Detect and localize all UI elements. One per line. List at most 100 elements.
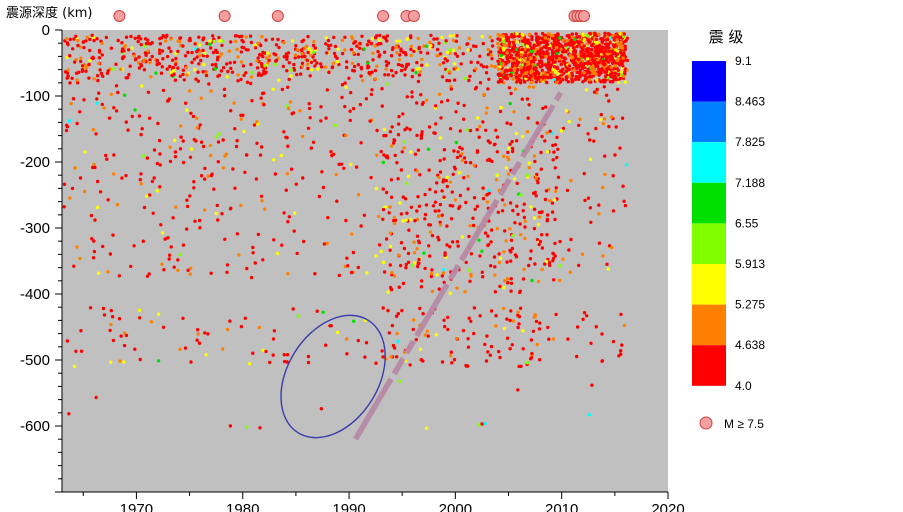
earthquake-point [92, 77, 96, 81]
earthquake-point [93, 218, 97, 222]
earthquake-point [413, 219, 417, 223]
earthquake-point [452, 48, 456, 52]
earthquake-point [513, 87, 518, 91]
earthquake-point [203, 166, 207, 171]
earthquake-point [114, 84, 119, 88]
earthquake-point [425, 63, 429, 67]
earthquake-point [578, 74, 582, 79]
earthquake-point [404, 218, 408, 222]
earthquake-point [351, 106, 356, 111]
earthquake-point [274, 58, 279, 63]
earthquake-point [589, 80, 593, 84]
earthquake-point [178, 36, 182, 40]
earthquake-point [541, 31, 545, 36]
earthquake-point [124, 76, 128, 80]
earthquake-point [611, 174, 615, 178]
legend-color-swatch [692, 182, 726, 224]
earthquake-point [95, 97, 99, 101]
earthquake-point [550, 51, 555, 55]
earthquake-point [615, 58, 620, 63]
earthquake-point [620, 116, 625, 120]
earthquake-point [434, 333, 438, 337]
earthquake-point [485, 106, 489, 110]
earthquake-point [508, 227, 512, 231]
earthquake-point [399, 168, 404, 172]
earthquake-point [138, 178, 142, 182]
earthquake-point [289, 68, 294, 72]
earthquake-point [466, 174, 470, 178]
earthquake-point [265, 51, 270, 55]
earthquake-point [511, 149, 515, 154]
earthquake-point [573, 54, 578, 58]
earthquake-point [480, 34, 484, 39]
earthquake-point [64, 37, 69, 41]
earthquake-point [178, 253, 182, 257]
earthquake-point [232, 60, 237, 64]
earthquake-point [586, 38, 591, 43]
earthquake-point [273, 62, 277, 67]
earthquake-point [167, 46, 171, 50]
y-tick-label: -400 [20, 286, 50, 303]
earthquake-point [71, 97, 76, 101]
earthquake-point [156, 121, 160, 126]
earthquake-point [145, 194, 149, 198]
earthquake-point [515, 139, 519, 143]
earthquake-point [592, 68, 597, 72]
earthquake-point [529, 249, 533, 253]
earthquake-point [577, 42, 581, 46]
earthquake-point [442, 148, 447, 152]
legend-boundary-label: 8.463 [735, 95, 765, 109]
earthquake-point [215, 203, 219, 208]
earthquake-point [601, 61, 605, 65]
earthquake-point [448, 48, 452, 52]
earthquake-point [122, 343, 127, 348]
earthquake-point [137, 114, 142, 118]
earthquake-point [489, 228, 494, 232]
earthquake-point [343, 48, 347, 52]
earthquake-point [126, 128, 130, 132]
earthquake-point [622, 199, 626, 203]
earthquake-point [561, 50, 565, 54]
earthquake-point [467, 234, 471, 239]
earthquake-point [481, 186, 485, 190]
earthquake-point [543, 197, 548, 202]
earthquake-point [356, 338, 360, 343]
earthquake-point [509, 74, 513, 78]
earthquake-point [160, 231, 165, 235]
earthquake-point [370, 36, 375, 41]
earthquake-point [85, 35, 89, 39]
earthquake-point [267, 54, 272, 58]
earthquake-point [337, 62, 341, 67]
earthquake-point [414, 71, 418, 75]
earthquake-point [285, 353, 290, 357]
earthquake-point [219, 52, 224, 56]
earthquake-point [305, 58, 310, 63]
earthquake-point [325, 241, 329, 246]
earthquake-point [564, 42, 568, 47]
earthquake-point [444, 39, 448, 43]
earthquake-point [239, 117, 243, 121]
earthquake-point [495, 227, 499, 231]
earthquake-point [391, 343, 396, 348]
earthquake-point [429, 274, 434, 279]
earthquake-point [413, 152, 418, 156]
earthquake-point [521, 277, 526, 281]
earthquake-point [555, 46, 559, 50]
earthquake-point [307, 102, 311, 106]
earthquake-point [498, 355, 502, 360]
earthquake-point [548, 199, 552, 203]
earthquake-point [540, 134, 544, 139]
earthquake-point [96, 271, 101, 275]
earthquake-point [183, 346, 188, 350]
legend-boundary-label: 4.638 [735, 338, 765, 352]
earthquake-point [583, 198, 587, 203]
earthquake-point [425, 329, 429, 333]
earthquake-point [155, 58, 159, 63]
earthquake-point [503, 203, 507, 207]
earthquake-point [90, 237, 94, 241]
earthquake-point [165, 54, 170, 59]
earthquake-point [487, 77, 491, 82]
earthquake-point [455, 34, 459, 38]
earthquake-point [204, 71, 208, 75]
earthquake-point [555, 155, 559, 160]
